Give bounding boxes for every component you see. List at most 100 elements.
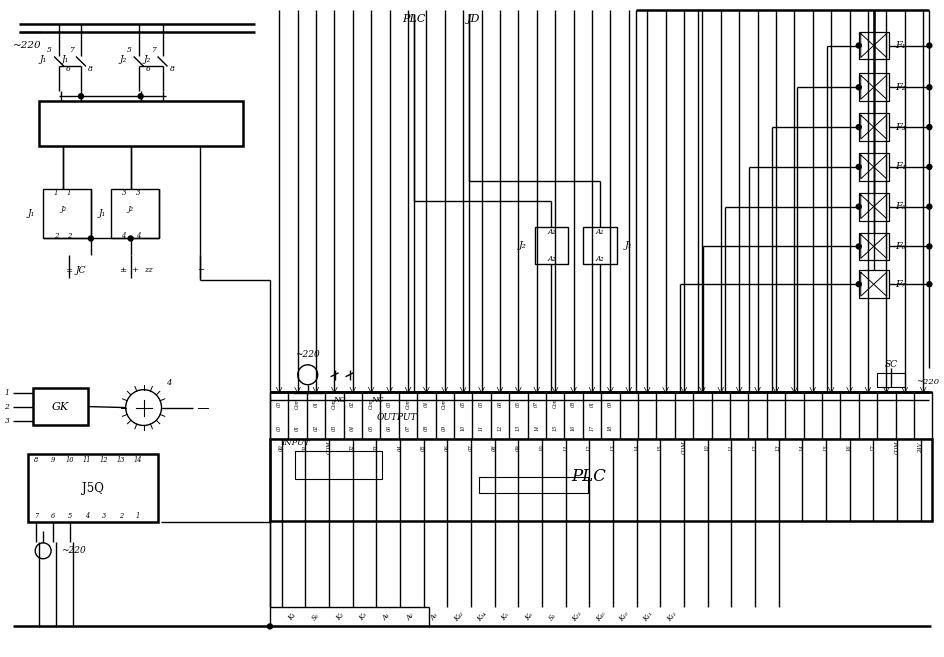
- Text: F₇: F₇: [896, 280, 906, 288]
- Text: 06: 06: [497, 401, 502, 407]
- Text: F₂: F₂: [896, 83, 906, 92]
- Text: 3: 3: [102, 512, 106, 520]
- Text: 11: 11: [729, 444, 733, 451]
- Text: F₆: F₆: [896, 242, 906, 251]
- Bar: [270, 440, 933, 521]
- Bar: [877, 373, 904, 387]
- Text: K₆: K₆: [523, 611, 534, 622]
- Bar: [40, 101, 244, 146]
- Text: 14: 14: [133, 457, 142, 464]
- Text: F₄: F₄: [896, 162, 906, 171]
- Text: 05: 05: [515, 401, 521, 407]
- Text: +: +: [131, 266, 138, 275]
- Text: 01: 01: [589, 401, 595, 407]
- Text: 10: 10: [540, 444, 545, 451]
- Text: 4: 4: [85, 512, 89, 520]
- Text: 01: 01: [295, 424, 300, 430]
- Text: zz: zz: [144, 266, 153, 275]
- Bar: [295, 451, 382, 479]
- Circle shape: [856, 164, 861, 170]
- Text: COM: COM: [894, 441, 900, 454]
- Circle shape: [927, 125, 932, 129]
- Text: 13: 13: [776, 444, 781, 451]
- Text: K₂₃: K₂₃: [570, 610, 583, 623]
- Text: 06: 06: [387, 424, 392, 430]
- Text: 9: 9: [51, 457, 56, 464]
- Text: 13: 13: [116, 457, 125, 464]
- Text: K₅: K₅: [499, 611, 511, 622]
- Text: 01: 01: [303, 444, 308, 451]
- Text: 05: 05: [461, 401, 465, 407]
- Text: 4: 4: [136, 231, 141, 240]
- Text: A₂: A₂: [548, 256, 556, 263]
- Text: PLC: PLC: [571, 468, 606, 485]
- Circle shape: [856, 204, 861, 209]
- Circle shape: [856, 125, 861, 129]
- Text: Com: Com: [405, 398, 411, 409]
- Text: Com: Com: [295, 398, 300, 409]
- Text: 05: 05: [421, 444, 427, 451]
- Text: 15: 15: [658, 444, 663, 451]
- Text: K₁₀: K₁₀: [618, 610, 631, 623]
- Text: 11: 11: [479, 424, 484, 430]
- Text: 02: 02: [350, 444, 355, 451]
- Text: 1: 1: [136, 512, 140, 520]
- Text: 1: 1: [5, 389, 9, 397]
- Text: NC: NC: [371, 396, 383, 403]
- Text: 14: 14: [634, 444, 639, 451]
- Text: 09: 09: [442, 424, 447, 430]
- Text: NC: NC: [333, 396, 346, 403]
- Circle shape: [927, 282, 932, 286]
- Text: 14: 14: [800, 444, 804, 451]
- Text: 00: 00: [277, 424, 281, 430]
- Text: 10: 10: [66, 457, 75, 464]
- Circle shape: [138, 94, 143, 99]
- Text: 04: 04: [424, 401, 429, 407]
- Text: JC: JC: [76, 266, 86, 275]
- Text: J₂: J₂: [120, 55, 126, 64]
- Text: 09: 09: [515, 444, 521, 451]
- Text: ~220: ~220: [13, 41, 42, 50]
- Text: A₁: A₁: [548, 227, 556, 235]
- Text: 12: 12: [752, 444, 757, 451]
- Circle shape: [927, 164, 932, 170]
- Text: 5: 5: [47, 45, 52, 53]
- Bar: [583, 227, 617, 264]
- Text: 04: 04: [350, 424, 355, 430]
- Text: 15: 15: [823, 444, 829, 451]
- Bar: [859, 270, 888, 298]
- Text: 8: 8: [34, 457, 39, 464]
- Text: 13: 13: [611, 444, 615, 451]
- Text: 3: 3: [122, 189, 126, 196]
- Text: 16: 16: [571, 424, 576, 430]
- Text: 02: 02: [313, 424, 318, 430]
- Text: 6: 6: [51, 512, 56, 520]
- Circle shape: [856, 85, 861, 90]
- Text: −: −: [196, 266, 204, 275]
- Text: 06: 06: [445, 444, 450, 451]
- Text: 16: 16: [847, 444, 852, 451]
- Text: K₄₂: K₄₂: [452, 610, 465, 623]
- Text: K₂: K₂: [334, 611, 346, 622]
- Circle shape: [856, 43, 861, 48]
- Text: 12: 12: [99, 457, 108, 464]
- Text: Com: Com: [442, 398, 447, 409]
- Text: 8: 8: [88, 66, 93, 74]
- Text: 17: 17: [589, 424, 595, 430]
- Text: 2: 2: [5, 403, 9, 411]
- Text: GK: GK: [52, 401, 69, 411]
- Text: 10: 10: [461, 424, 465, 430]
- Text: 15: 15: [552, 424, 558, 430]
- Text: 4: 4: [122, 231, 126, 240]
- Circle shape: [927, 43, 932, 48]
- Text: 04: 04: [397, 444, 402, 451]
- Bar: [534, 227, 568, 264]
- Text: Com: Com: [369, 398, 374, 409]
- Text: 09: 09: [608, 401, 613, 407]
- Text: 08: 08: [424, 424, 429, 430]
- Text: 00: 00: [277, 401, 281, 407]
- Text: K₁₁: K₁₁: [642, 610, 654, 623]
- Text: A₁: A₁: [596, 227, 604, 235]
- Text: J5Q: J5Q: [82, 482, 104, 495]
- Text: 07: 07: [534, 401, 539, 407]
